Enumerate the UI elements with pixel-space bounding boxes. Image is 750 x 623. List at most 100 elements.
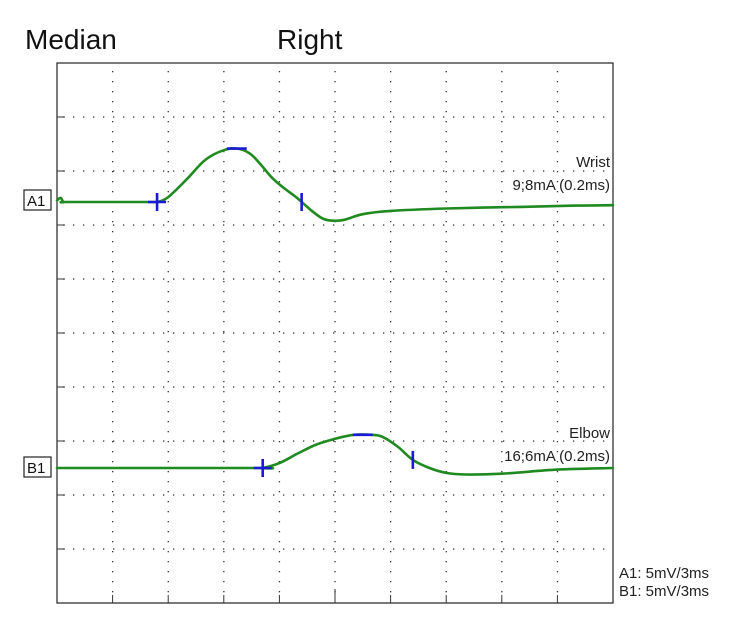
grid-dot	[173, 494, 175, 496]
grid-dot	[333, 224, 335, 226]
grid-dot	[453, 548, 455, 550]
grid-dot	[112, 341, 114, 343]
grid-dot	[433, 170, 435, 172]
grid-dot	[483, 548, 485, 550]
grid-dot	[403, 278, 405, 280]
grid-dot	[143, 440, 145, 442]
grid-dot	[112, 91, 114, 93]
grid-dot	[193, 224, 195, 226]
grid-dot	[223, 331, 225, 333]
grid-dot	[253, 494, 255, 496]
grid-dot	[123, 278, 125, 280]
grid-dot	[501, 491, 503, 493]
grid-dot	[543, 440, 545, 442]
grid-dot	[390, 111, 392, 113]
grid-dot	[278, 111, 281, 113]
grid-dot	[313, 116, 315, 118]
grid-dot	[223, 591, 225, 593]
grid-dot	[501, 411, 503, 413]
grid-dot	[383, 224, 385, 226]
grid-dot	[363, 278, 365, 280]
grid-dot	[278, 291, 281, 293]
grid-dot	[543, 224, 545, 226]
channel-label-b1-text: B1	[27, 460, 45, 477]
grid-dot	[445, 451, 447, 453]
markers	[148, 147, 415, 477]
grid-dot	[278, 141, 281, 143]
grid-dot	[223, 371, 225, 373]
grid-dot	[523, 494, 525, 496]
grid-dot	[583, 332, 585, 334]
grid-dot	[203, 386, 205, 388]
grid-dot	[556, 161, 559, 163]
grid-dot	[313, 278, 315, 280]
trace-a1-stimulus-label: 9;8mA (0.2ms)	[512, 177, 610, 194]
grid-dot	[278, 341, 281, 343]
grid-dot	[390, 321, 392, 323]
grid-dot	[203, 170, 205, 172]
grid-dot	[223, 231, 225, 233]
grid-dot	[278, 211, 281, 213]
grid-dot	[223, 191, 225, 193]
grid-dot	[390, 191, 392, 193]
grid-dot	[390, 101, 392, 103]
grid-dot	[334, 451, 336, 453]
grid-dot	[573, 494, 575, 496]
grid-dot	[603, 494, 605, 496]
grid-dot	[313, 170, 315, 172]
grid-dot	[223, 291, 225, 293]
grid-dot	[133, 332, 135, 334]
grid-dot	[213, 116, 215, 118]
grid-dot	[278, 271, 281, 273]
grid-dot	[523, 116, 525, 118]
grid-dot	[123, 440, 125, 442]
grid-dot	[353, 386, 355, 388]
grid-dot	[413, 116, 415, 118]
grid-dot	[167, 311, 169, 313]
grid-dot	[112, 281, 114, 283]
grid-dot	[112, 311, 114, 313]
grid-dot	[445, 291, 447, 293]
sensitivity-a1: A1: 5mV/3ms	[619, 565, 709, 582]
grid-dot	[223, 481, 225, 483]
grid-dot	[334, 271, 336, 273]
grid-dot	[167, 181, 169, 183]
grid-dot	[103, 278, 105, 280]
grid-dot	[445, 81, 447, 83]
grid-dot	[334, 321, 336, 323]
grid-dot	[183, 386, 185, 388]
grid-dot	[334, 181, 336, 183]
grid-dot	[143, 116, 145, 118]
grid-dot	[334, 481, 336, 483]
grid-dot	[334, 191, 336, 193]
grid-dot	[83, 116, 85, 118]
grid-dot	[278, 181, 281, 183]
grid-dot	[390, 351, 392, 353]
grid-dot	[167, 261, 169, 263]
grid-dot	[273, 332, 275, 334]
grid-dot	[293, 278, 295, 280]
grid-dot	[112, 451, 114, 453]
grid-dot	[278, 161, 281, 163]
grid-dot	[167, 321, 169, 323]
grid-dot	[243, 440, 245, 442]
grid-dot	[373, 494, 375, 496]
grid-dot	[112, 261, 114, 263]
grid-dot	[223, 391, 225, 393]
grid-dot	[373, 440, 375, 442]
grid-dot	[443, 494, 445, 496]
grid-dot	[303, 224, 305, 226]
grid-dot	[501, 521, 503, 523]
grid-dot	[543, 170, 545, 172]
grid-dot	[583, 494, 585, 496]
grid-dot	[133, 116, 135, 118]
grid-dot	[223, 201, 225, 203]
grid-dot	[273, 548, 275, 550]
grid-dot	[390, 461, 392, 463]
grid-dot	[167, 291, 169, 293]
grid-dot	[501, 531, 503, 533]
grid-dot	[445, 281, 447, 283]
grid-dot	[193, 494, 195, 496]
grid-dot	[563, 386, 565, 388]
grid-dot	[501, 321, 503, 323]
